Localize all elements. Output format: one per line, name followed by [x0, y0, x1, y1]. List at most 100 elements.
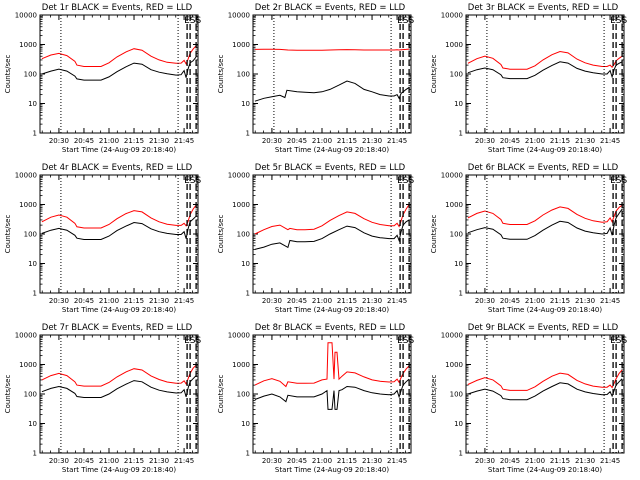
y-tick-label: 1000 [19, 41, 37, 49]
detector-panel: Det 8r BLACK = Events, RED = LLD 1 10 100 10… [217, 323, 414, 474]
x-tick-label: 21:30 [362, 457, 382, 465]
y-tick-label: 100 [450, 391, 463, 399]
y-tick-label: 1 [33, 290, 37, 298]
detector-panel: Det 9r BLACK = Events, RED = LLD 1 10 100 10… [430, 323, 627, 474]
y-tick-label: 1 [459, 450, 463, 458]
detector-panel: Det 7r BLACK = Events, RED = LLD 1 10 100 10… [4, 323, 201, 474]
x-tick-label: 20:45 [287, 137, 307, 145]
series-line-events [41, 375, 197, 398]
plot-frame [39, 14, 199, 134]
detector-panel: Det 4r BLACK = Events, RED = LLD 1 10 100 10… [4, 163, 201, 314]
y-axis-label: Counts/sec [217, 375, 225, 414]
panel-title: Det 5r BLACK = Events, RED = LLD [255, 163, 406, 173]
x-tick-label: 21:00 [99, 297, 119, 305]
x-tick-label: 21:15 [124, 297, 144, 305]
x-tick-label: 21:00 [525, 457, 545, 465]
x-tick-label: 21:45 [387, 457, 407, 465]
ess-annotation: ESS [184, 16, 201, 26]
detector-panel: Det 3r BLACK = Events, RED = LLD 1 10 100 10… [430, 3, 627, 154]
x-tick-label: 21:45 [600, 457, 620, 465]
x-tick-label: 21:15 [124, 137, 144, 145]
y-tick-label: 100 [24, 231, 37, 239]
y-tick-label: 10000 [228, 332, 250, 340]
x-tick-label: 21:00 [525, 297, 545, 305]
y-tick-label: 10000 [441, 172, 463, 180]
ess-annotation: ESS [610, 336, 627, 346]
y-tick-label: 1 [459, 290, 463, 298]
series-line-lld [467, 50, 623, 70]
x-tick-label: 21:30 [575, 457, 595, 465]
y-tick-label: 1000 [445, 41, 463, 49]
x-axis-label: Start Time (24-Aug-09 20:18:40) [488, 466, 602, 474]
panel-title: Det 1r BLACK = Events, RED = LLD [42, 3, 193, 13]
x-tick-label: 21:45 [387, 297, 407, 305]
y-axis-label: Counts/sec [430, 375, 438, 414]
y-tick-label: 10 [241, 100, 250, 108]
x-tick-label: 21:45 [600, 297, 620, 305]
x-tick-label: 20:45 [500, 457, 520, 465]
panel-title: Det 6r BLACK = Events, RED = LLD [468, 163, 619, 173]
y-tick-label: 10 [454, 100, 463, 108]
y-tick-label: 10 [28, 260, 37, 268]
y-tick-label: 1000 [232, 201, 250, 209]
y-tick-label: 10000 [228, 12, 250, 20]
y-tick-label: 1000 [445, 361, 463, 369]
y-tick-label: 1 [246, 290, 250, 298]
y-tick-label: 10000 [441, 332, 463, 340]
y-tick-label: 10000 [228, 172, 250, 180]
plot-frame [39, 334, 199, 454]
panel-title: Det 7r BLACK = Events, RED = LLD [42, 323, 193, 333]
x-tick-label: 20:30 [49, 137, 69, 145]
series-line-lld [467, 369, 623, 391]
y-axis-label: Counts/sec [4, 215, 12, 254]
panel-title: Det 9r BLACK = Events, RED = LLD [468, 323, 619, 333]
ess-annotation: ESS [184, 176, 201, 186]
series-line-events [41, 215, 197, 240]
y-tick-label: 100 [24, 71, 37, 79]
plot-frame [252, 334, 412, 454]
x-tick-label: 21:15 [550, 457, 570, 465]
x-tick-label: 20:30 [262, 137, 282, 145]
series-line-lld [254, 48, 410, 51]
y-axis-label: Counts/sec [217, 215, 225, 254]
x-tick-label: 21:00 [525, 137, 545, 145]
y-tick-label: 1 [33, 450, 37, 458]
ess-annotation: ESS [610, 16, 627, 26]
x-tick-label: 20:30 [475, 457, 495, 465]
x-tick-label: 20:45 [500, 297, 520, 305]
ess-annotation: ESS [397, 176, 414, 186]
y-tick-label: 10000 [15, 332, 37, 340]
x-axis-label: Start Time (24-Aug-09 20:18:40) [275, 466, 389, 474]
x-tick-label: 20:30 [262, 297, 282, 305]
y-tick-label: 10 [28, 420, 37, 428]
y-tick-label: 10 [241, 260, 250, 268]
y-tick-label: 100 [237, 71, 250, 79]
y-axis-label: Counts/sec [4, 375, 12, 414]
x-tick-label: 21:15 [550, 297, 570, 305]
panel-title: Det 3r BLACK = Events, RED = LLD [468, 3, 619, 13]
y-tick-label: 10 [454, 260, 463, 268]
x-tick-label: 21:15 [550, 137, 570, 145]
y-tick-label: 1 [246, 450, 250, 458]
x-tick-label: 20:45 [74, 457, 94, 465]
y-tick-label: 1000 [232, 41, 250, 49]
x-tick-label: 20:30 [475, 137, 495, 145]
x-axis-label: Start Time (24-Aug-09 20:18:40) [62, 466, 176, 474]
x-tick-label: 21:00 [312, 457, 332, 465]
y-tick-label: 1 [33, 130, 37, 138]
x-tick-label: 21:30 [362, 137, 382, 145]
x-tick-label: 21:15 [337, 137, 357, 145]
series-line-lld [41, 364, 197, 387]
x-tick-label: 21:15 [337, 457, 357, 465]
y-tick-label: 100 [24, 391, 37, 399]
x-tick-label: 21:30 [149, 137, 169, 145]
y-axis-label: Counts/sec [430, 215, 438, 254]
series-line-events [467, 61, 623, 80]
series-line-events [254, 378, 410, 410]
y-tick-label: 10 [454, 420, 463, 428]
x-tick-label: 20:30 [49, 457, 69, 465]
x-tick-label: 21:45 [174, 297, 194, 305]
x-tick-label: 21:45 [387, 137, 407, 145]
x-tick-label: 21:30 [575, 137, 595, 145]
